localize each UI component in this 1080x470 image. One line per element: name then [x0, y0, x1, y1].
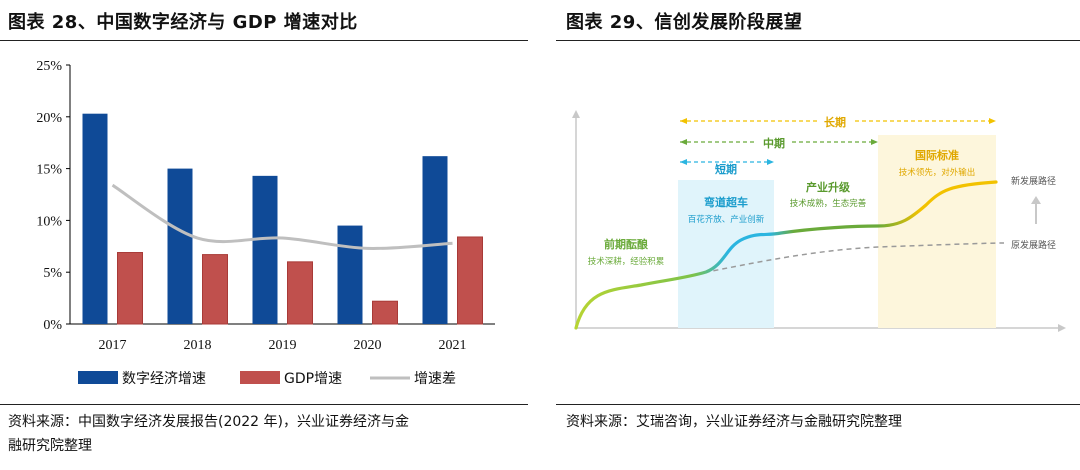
range-long-label: 长期	[824, 115, 846, 129]
title-rule	[0, 40, 528, 41]
y-axis-arrow-icon	[572, 110, 580, 118]
y-tick-label: 5%	[43, 266, 62, 281]
source-note: 资料来源：中国数字经济发展报告(2022 年)，兴业证券经济与金 融研究院整理	[8, 410, 523, 458]
chart-panel: 图表 28、中国数字经济与 GDP 增速对比 0% 5% 10% 15% 20% 25% …	[0, 0, 528, 470]
stage3-desc: 技术成熟，生态完善	[790, 198, 867, 209]
stage4-title: 国际标准	[915, 148, 959, 162]
range-mid-label: 中期	[763, 136, 785, 150]
legend-label: 增速差	[414, 371, 456, 387]
bar-gdp-2020	[372, 300, 398, 325]
title-rule	[556, 40, 1080, 41]
stage3-title: 产业升级	[806, 180, 851, 194]
stage1-title: 前期酝酿	[604, 237, 648, 251]
range-short-label: 短期	[715, 162, 737, 176]
stage-box-long	[878, 135, 996, 328]
source-note: 资料来源：艾瑞咨询，兴业证券经济与金融研究院整理	[566, 414, 902, 430]
chart-title: 图表 28、中国数字经济与 GDP 增速对比	[8, 12, 358, 33]
stage4-desc: 技术领先，对外输出	[899, 167, 976, 178]
arrow-right-icon	[767, 159, 774, 165]
diagram-title: 图表 29、信创发展阶段展望	[566, 12, 803, 33]
x-tick-label: 2020	[354, 338, 382, 353]
arrow-left-icon	[680, 139, 687, 145]
bar-digital-2018	[167, 168, 193, 324]
stage-diagram: 长期 中期 短期 前期酝酿 技术深耕，经验积累 弯道超车 百花齐	[572, 110, 1066, 332]
y-tick-label: 25%	[36, 59, 62, 74]
new-path-label: 新发展路径	[1011, 175, 1056, 187]
bar-digital-2020	[337, 225, 363, 324]
stage2-title: 弯道超车	[704, 195, 748, 209]
legend-swatch	[78, 371, 118, 384]
diagram-panel: 图表 29、信创发展阶段展望	[556, 0, 1080, 470]
bar-chart: 0% 5% 10% 15% 20% 25% 2017 2018 2019 2020 2021 数字…	[36, 59, 495, 387]
x-axis: 2017 2018 2019 2020 2021	[99, 338, 467, 353]
legend-swatch	[240, 371, 280, 384]
old-path-label: 原发展路径	[1011, 239, 1056, 251]
bars	[82, 113, 483, 325]
bar-digital-2019	[252, 175, 278, 324]
legend: 数字经济增速 GDP增速 增速差	[78, 371, 456, 387]
bar-digital-2021	[422, 156, 448, 324]
x-tick-label: 2019	[269, 338, 297, 353]
new-path-line	[574, 180, 998, 330]
y-tick-label: 10%	[36, 214, 62, 229]
x-tick-label: 2018	[184, 338, 212, 353]
x-axis-arrow-icon	[1058, 324, 1066, 332]
source-rule	[0, 404, 528, 405]
bar-gdp-2021	[457, 236, 483, 325]
legend-label: GDP增速	[284, 371, 342, 387]
x-tick-label: 2017	[99, 338, 127, 353]
y-tick-label: 0%	[43, 318, 62, 333]
old-path-line	[677, 242, 1005, 279]
range-long: 长期	[680, 113, 996, 129]
bar-gdp-2017	[117, 252, 143, 325]
stage1-desc: 技术深耕，经验积累	[588, 256, 665, 267]
source-line: 资料来源：中国数字经济发展报告(2022 年)，兴业证券经济与金	[8, 414, 410, 430]
arrow-left-icon	[680, 159, 687, 165]
y-tick-label: 15%	[36, 163, 62, 178]
upgrade-arrow-icon	[1031, 196, 1041, 224]
range-short: 短期	[680, 159, 774, 176]
legend-label: 数字经济增速	[122, 371, 206, 387]
stage2-desc: 百花齐放、产业创新	[688, 214, 765, 225]
range-mid: 中期	[680, 134, 878, 150]
y-tick-label: 20%	[36, 111, 62, 126]
x-tick-label: 2021	[439, 338, 467, 353]
series-line-diff	[111, 183, 453, 250]
source-rule	[556, 404, 1080, 405]
bar-gdp-2018	[202, 254, 228, 325]
arrow-right-icon	[989, 118, 996, 124]
bar-gdp-2019	[287, 261, 313, 325]
arrow-left-icon	[680, 118, 687, 124]
arrow-right-icon	[871, 139, 878, 145]
y-axis: 0% 5% 10% 15% 20% 25%	[36, 59, 495, 333]
source-line: 融研究院整理	[8, 438, 92, 454]
bar-digital-2017	[82, 113, 108, 324]
